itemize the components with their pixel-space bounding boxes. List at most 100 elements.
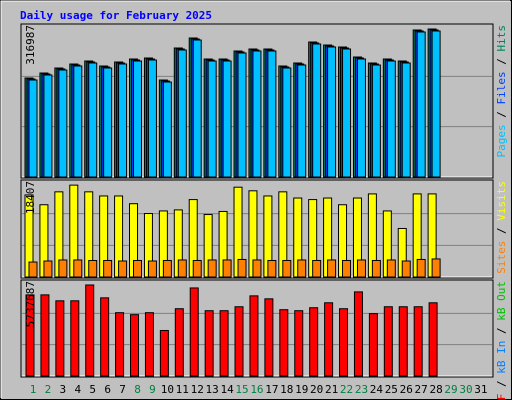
bar: [339, 308, 349, 377]
bar: [428, 302, 438, 377]
bar: [383, 306, 393, 377]
legend-separator: /: [495, 221, 508, 241]
bar: [174, 308, 184, 377]
bar: [237, 258, 247, 278]
bar: [189, 287, 199, 377]
bar: [401, 62, 411, 178]
x-tick-label: 2: [45, 383, 52, 396]
bar: [28, 261, 38, 278]
bar: [398, 306, 408, 377]
bar: [130, 314, 140, 377]
bar: [431, 30, 441, 178]
bar: [103, 259, 113, 278]
bar: [368, 313, 378, 377]
bar: [353, 291, 363, 377]
bar: [297, 64, 307, 178]
bar: [73, 65, 83, 178]
bar: [118, 63, 128, 178]
bar: [40, 294, 50, 377]
bar: [85, 284, 95, 377]
bar: [88, 62, 98, 178]
bar: [312, 43, 322, 178]
bar: [55, 300, 65, 377]
bar: [73, 259, 83, 278]
bar: [118, 260, 128, 278]
legend: kB F / kB In / kB Out: [495, 281, 508, 400]
bar: [43, 260, 53, 278]
y-max-label: 18407: [24, 181, 37, 214]
x-tick-label: 15: [235, 383, 248, 396]
bar: [88, 259, 98, 278]
x-tick-label: 6: [104, 383, 111, 396]
bar: [100, 297, 110, 377]
bar: [327, 259, 337, 278]
bar: [192, 259, 202, 278]
x-tick-label: 13: [206, 383, 219, 396]
bar: [58, 259, 68, 278]
bar: [327, 46, 337, 178]
bar: [70, 300, 80, 377]
bar: [43, 74, 53, 178]
bar: [309, 307, 319, 377]
legend-entry: Sites: [495, 241, 508, 274]
x-tick-label: 23: [355, 383, 368, 396]
bar: [219, 310, 229, 377]
x-tick-label: 24: [370, 383, 384, 396]
bar: [416, 31, 426, 178]
bar: [115, 312, 125, 377]
x-tick-label: 20: [310, 383, 323, 396]
legend-entry: Hits: [495, 25, 508, 52]
legend-entry: kB F: [495, 394, 508, 400]
bar: [431, 258, 441, 278]
x-tick-label: 1: [30, 383, 37, 396]
bar: [222, 259, 232, 278]
bar: [342, 259, 352, 278]
x-tick-label: 22: [340, 383, 353, 396]
x-tick-label: 9: [149, 383, 156, 396]
bar: [252, 259, 262, 278]
bar: [401, 260, 411, 278]
x-tick-label: 26: [400, 383, 413, 396]
bar: [413, 306, 423, 377]
bar: [294, 310, 304, 377]
x-tick-label: 5: [89, 383, 96, 396]
bar: [356, 58, 366, 178]
x-tick-label: 29: [444, 383, 457, 396]
legend-entry: Files: [495, 71, 508, 104]
x-tick-label: 7: [119, 383, 126, 396]
x-tick-label: 17: [265, 383, 278, 396]
bar: [267, 259, 277, 278]
x-tick-label: 21: [325, 383, 338, 396]
x-tick-label: 8: [134, 383, 141, 396]
bar: [159, 329, 169, 377]
bar: [133, 259, 143, 278]
x-tick-label: 31: [474, 383, 487, 396]
bar: [147, 59, 157, 178]
bar: [177, 49, 187, 178]
y-max-label: 5737687: [24, 281, 37, 327]
bar: [103, 67, 113, 178]
bar: [147, 260, 157, 278]
bar: [249, 295, 259, 377]
x-tick-label: 25: [385, 383, 398, 396]
legend-entry: Visits: [495, 181, 508, 221]
x-tick-label: 4: [74, 383, 81, 396]
bar: [25, 294, 35, 377]
bar: [297, 259, 307, 278]
x-tick-label: 19: [295, 383, 308, 396]
bar: [58, 69, 68, 178]
bar: [28, 79, 38, 178]
legend-separator: /: [495, 321, 508, 341]
x-tick-label: 18: [280, 383, 293, 396]
bar: [342, 48, 352, 178]
legend-separator: /: [495, 374, 508, 394]
bar: [192, 39, 202, 178]
x-tick-label: 14: [220, 383, 234, 396]
bar: [234, 306, 244, 377]
bar: [371, 259, 381, 278]
bar: [162, 259, 172, 278]
x-tick-label: 28: [429, 383, 442, 396]
bar: [356, 259, 366, 278]
